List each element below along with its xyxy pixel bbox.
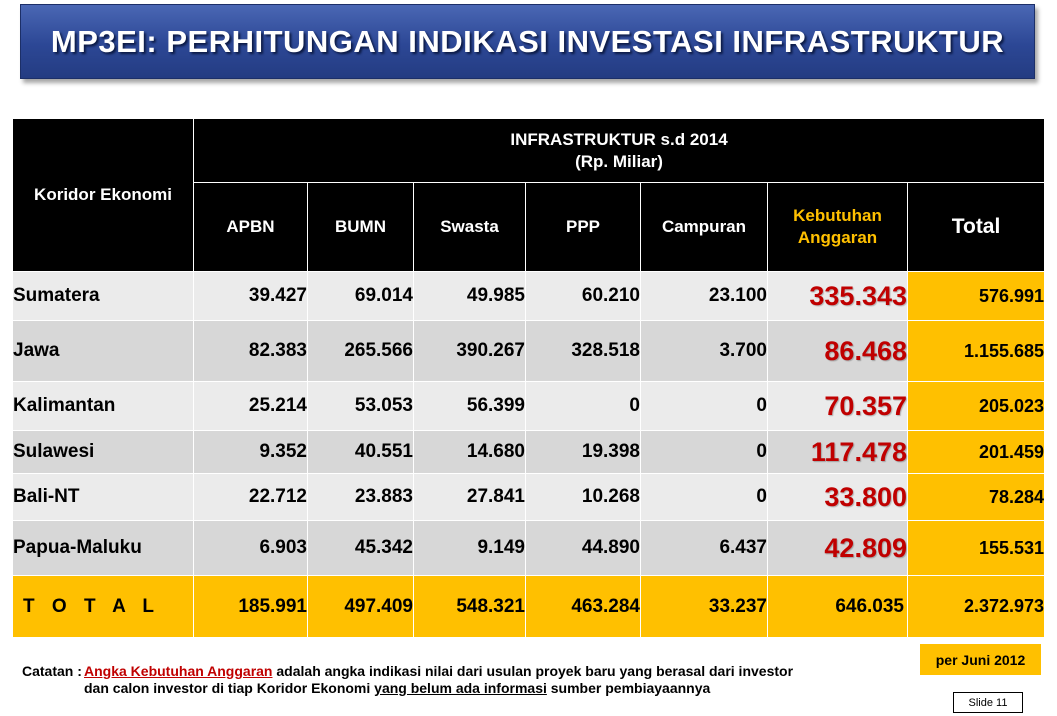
header-infrastruktur-line1: INFRASTRUKTUR s.d 2014 — [510, 129, 728, 149]
investment-table: Koridor Ekonomi INFRASTRUKTUR s.d 2014 (… — [12, 118, 1046, 638]
header-infrastruktur-line2: (Rp. Miliar) — [575, 151, 663, 171]
cell-kebutuhan: 33.800 — [767, 473, 908, 521]
footnote-text-3: sumber pembiayaannya — [546, 680, 711, 696]
cell-ppp: 60.210 — [525, 271, 641, 321]
cell-bumn: 45.342 — [307, 520, 414, 576]
header-swasta: Swasta — [413, 182, 526, 272]
cell-kebutuhan: 42.809 — [767, 520, 908, 576]
footnote-text-1: adalah angka indikasi nilai dari usulan … — [272, 663, 794, 679]
cell-apbn: 6.903 — [193, 520, 308, 576]
cell-bumn: 265.566 — [307, 320, 414, 382]
header-kebutuhan: Kebutuhan Anggaran — [767, 182, 908, 272]
footnote-line2: dan calon investor di tiap Koridor Ekono… — [22, 680, 902, 697]
footnote-text-2: dan calon investor di tiap Koridor Ekono… — [84, 680, 375, 696]
total-kebutuhan: 646.035 — [767, 575, 908, 638]
cell-swasta: 56.399 — [413, 381, 526, 431]
cell-ppp: 0 — [525, 381, 641, 431]
footnote-underlined: yang belum ada informasi — [374, 680, 547, 696]
cell-ppp: 10.268 — [525, 473, 641, 521]
footnote-line1: Catatan : Angka Kebutuhan Anggaran adalah… — [22, 663, 902, 680]
cell-bumn: 53.053 — [307, 381, 414, 431]
total-row-label: T O T A L — [12, 575, 194, 638]
cell-total: 205.023 — [906, 381, 1046, 431]
cell-swasta: 49.985 — [413, 271, 526, 321]
slide-number: Slide 11 — [953, 692, 1023, 713]
grand-total: 2.372.973 — [906, 575, 1046, 638]
row-name: Sulawesi — [12, 430, 194, 474]
cell-bumn: 23.883 — [307, 473, 414, 521]
header-infrastruktur: INFRASTRUKTUR s.d 2014 (Rp. Miliar) — [192, 118, 1046, 183]
cell-campuran: 0 — [640, 381, 768, 431]
total-swasta: 548.321 — [413, 575, 526, 638]
cell-ppp: 44.890 — [525, 520, 641, 576]
cell-campuran: 23.100 — [640, 271, 768, 321]
header-total: Total — [906, 182, 1046, 272]
cell-kebutuhan: 335.343 — [767, 271, 908, 321]
row-name: Bali-NT — [12, 473, 194, 521]
table-row: Kalimantan 25.214 53.053 56.399 0 0 70.3… — [12, 381, 1046, 431]
cell-swasta: 14.680 — [413, 430, 526, 474]
cell-total: 155.531 — [906, 520, 1046, 576]
total-bumn: 497.409 — [307, 575, 414, 638]
cell-swasta: 390.267 — [413, 320, 526, 382]
total-ppp: 463.284 — [525, 575, 641, 638]
header-ppp: PPP — [525, 182, 641, 272]
cell-total: 78.284 — [906, 473, 1046, 521]
total-campuran: 33.237 — [640, 575, 768, 638]
cell-apbn: 39.427 — [193, 271, 308, 321]
total-apbn: 185.991 — [193, 575, 308, 638]
cell-total: 576.991 — [906, 271, 1046, 321]
cell-apbn: 9.352 — [193, 430, 308, 474]
cell-total: 1.155.685 — [906, 320, 1046, 382]
cell-apbn: 82.383 — [193, 320, 308, 382]
cell-apbn: 25.214 — [193, 381, 308, 431]
table-row: Jawa 82.383 265.566 390.267 328.518 3.70… — [12, 320, 1046, 382]
cell-kebutuhan: 117.478 — [767, 430, 908, 474]
cell-kebutuhan: 86.468 — [767, 320, 908, 382]
date-badge: per Juni 2012 — [920, 644, 1041, 675]
row-name: Kalimantan — [12, 381, 194, 431]
footnote: Catatan : Angka Kebutuhan Anggaran adalah… — [22, 663, 902, 697]
header-kebutuhan-line1: Kebutuhan — [793, 206, 882, 225]
header-campuran: Campuran — [640, 182, 768, 272]
footnote-label: Catatan : — [22, 663, 82, 679]
table-row: Bali-NT 22.712 23.883 27.841 10.268 0 33… — [12, 473, 1046, 521]
cell-bumn: 69.014 — [307, 271, 414, 321]
cell-campuran: 6.437 — [640, 520, 768, 576]
cell-swasta: 27.841 — [413, 473, 526, 521]
cell-campuran: 0 — [640, 430, 768, 474]
row-name: Papua-Maluku — [12, 520, 194, 576]
page-title: MP3EI: PERHITUNGAN INDIKASI INVESTASI IN… — [50, 23, 1005, 59]
header-apbn: APBN — [193, 182, 308, 272]
header-kebutuhan-line2: Anggaran — [797, 228, 878, 247]
cell-kebutuhan: 70.357 — [767, 381, 908, 431]
row-name: Sumatera — [12, 271, 194, 321]
cell-campuran: 3.700 — [640, 320, 768, 382]
table-row: Sumatera 39.427 69.014 49.985 60.210 23.… — [12, 271, 1046, 321]
cell-apbn: 22.712 — [193, 473, 308, 521]
cell-total: 201.459 — [906, 430, 1046, 474]
cell-campuran: 0 — [640, 473, 768, 521]
title-banner: MP3EI: PERHITUNGAN INDIKASI INVESTASI IN… — [20, 4, 1035, 79]
cell-ppp: 328.518 — [525, 320, 641, 382]
cell-bumn: 40.551 — [307, 430, 414, 474]
cell-swasta: 9.149 — [413, 520, 526, 576]
total-row: T O T A L 185.991 497.409 548.321 463.28… — [12, 575, 1046, 638]
header-bumn: BUMN — [307, 182, 414, 272]
cell-ppp: 19.398 — [525, 430, 641, 474]
table-row: Papua-Maluku 6.903 45.342 9.149 44.890 6… — [12, 520, 1046, 576]
footnote-highlight: Angka Kebutuhan Anggaran — [84, 663, 273, 679]
row-name: Jawa — [12, 320, 194, 382]
table-row: Sulawesi 9.352 40.551 14.680 19.398 0 11… — [12, 430, 1046, 474]
header-koridor: Koridor Ekonomi — [12, 118, 194, 272]
